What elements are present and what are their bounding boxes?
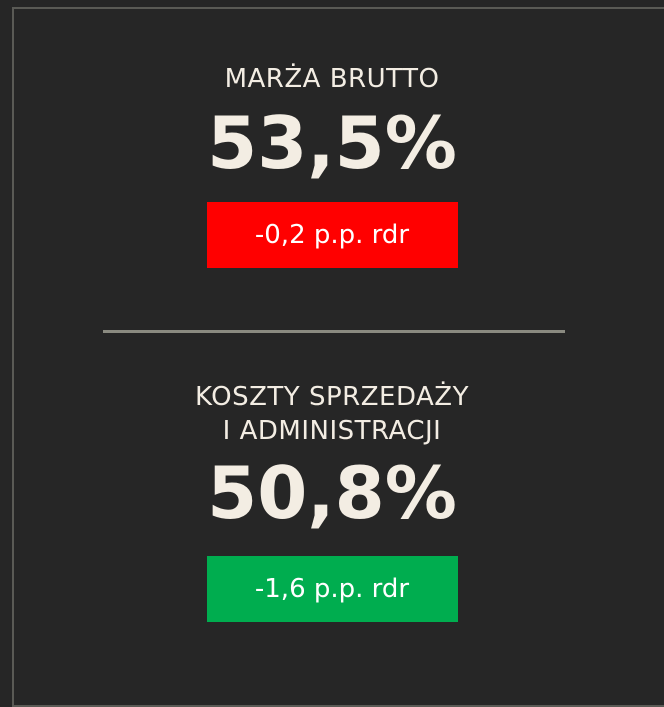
metric: KOSZTY SPRZEDAŻY I ADMINISTRACJI 50,8% -… [0,380,664,622]
page: MARŻA BRUTTO 53,5% -0,2 p.p. rdr KOSZTY … [0,7,664,707]
change-badge: -1,6 p.p. rdr [206,556,458,622]
metric: MARŻA BRUTTO 53,5% -0,2 p.p. rdr [0,62,664,268]
metric-label: I ADMINISTRACJI [222,416,442,446]
metric-value: 53,5% [207,101,457,185]
metric-value: 50,8% [207,451,457,535]
metric-label: MARŻA BRUTTO [224,64,440,94]
separator [103,330,565,333]
change-badge: -0,2 p.p. rdr [206,202,458,268]
metric-label: KOSZTY SPRZEDAŻY [195,382,469,412]
